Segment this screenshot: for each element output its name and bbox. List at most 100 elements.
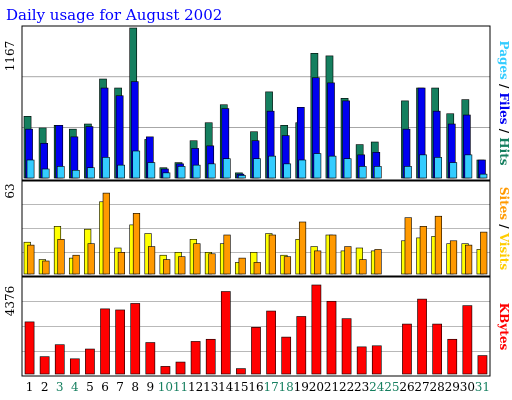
day-label-26: 26: [399, 380, 414, 394]
bar-sites-day-13: [208, 253, 216, 275]
day-label-4: 4: [71, 380, 79, 394]
day-label-14: 14: [218, 380, 234, 394]
bar-sites-day-24: [374, 249, 382, 275]
bar-kbytes-day-17: [266, 310, 276, 375]
bar-kbytes-day-15: [236, 368, 246, 375]
bar-pages-day-14: [222, 158, 231, 179]
day-label-12: 12: [188, 380, 203, 394]
panel-frames: [21, 25, 491, 377]
ymax-label-visits-sites: 63: [3, 183, 17, 198]
bar-sites-day-8: [132, 213, 141, 275]
bar-sites-day-23: [359, 259, 367, 275]
bar-pages-day-6: [102, 157, 110, 179]
bar-kbytes-day-9: [145, 342, 156, 375]
chart-bars: [23, 27, 488, 375]
day-label-18: 18: [279, 380, 294, 394]
day-label-30: 30: [460, 380, 475, 394]
bar-kbytes-day-31: [477, 355, 488, 375]
day-label-21: 21: [324, 380, 339, 394]
bar-sites-day-19: [298, 221, 307, 275]
bar-sites-day-29: [449, 240, 458, 275]
bar-sites-day-7: [117, 252, 125, 275]
bar-sites-day-22: [344, 246, 352, 275]
side-label-top: Pages / Files / Hits: [497, 41, 511, 166]
bar-sites-day-20: [314, 250, 322, 275]
bar-kbytes-day-6: [100, 308, 110, 375]
bar-sites-day-6: [102, 192, 110, 275]
bar-sites-day-17: [268, 234, 276, 275]
bar-pages-day-19: [298, 159, 307, 179]
bar-sites-day-26: [404, 217, 412, 275]
bar-kbytes-day-20: [311, 284, 322, 375]
day-label-25: 25: [384, 380, 399, 394]
day-label-7: 7: [116, 380, 124, 394]
bar-pages-day-27: [419, 154, 427, 179]
day-label-16: 16: [248, 380, 263, 394]
bar-sites-day-11: [178, 256, 186, 275]
bar-pages-day-31: [479, 173, 488, 179]
side-label-bottom: KBytes: [497, 303, 511, 351]
day-label-17: 17: [263, 380, 278, 394]
bar-pages-day-4: [72, 169, 80, 179]
day-label-9: 9: [147, 380, 155, 394]
bar-kbytes-day-12: [190, 341, 201, 375]
bar-sites-day-27: [419, 226, 427, 275]
side-label-part: Visits: [497, 232, 511, 271]
bar-kbytes-day-3: [54, 344, 65, 375]
bar-kbytes-day-4: [69, 358, 80, 375]
bar-pages-day-18: [283, 163, 292, 179]
bar-sites-day-2: [42, 260, 50, 275]
bar-kbytes-day-14: [220, 291, 231, 375]
bar-kbytes-day-29: [447, 338, 458, 375]
ymax-label-kbytes: 4376: [3, 286, 17, 317]
bar-pages-day-2: [41, 168, 50, 179]
bar-pages-day-16: [253, 158, 261, 179]
side-label-part: /: [497, 125, 511, 138]
bar-pages-day-28: [434, 157, 443, 179]
bar-sites-day-31: [480, 231, 488, 275]
bar-kbytes-day-21: [326, 300, 337, 375]
side-label-part: Hits: [497, 137, 511, 165]
bar-pages-day-3: [56, 166, 65, 179]
bar-pages-day-17: [268, 155, 276, 179]
bar-pages-day-1: [26, 159, 35, 179]
bar-sites-day-30: [465, 244, 473, 275]
side-label-part: KBytes: [497, 303, 511, 351]
bar-sites-day-5: [87, 243, 95, 275]
bar-kbytes-day-23: [356, 346, 367, 375]
bar-sites-day-14: [223, 234, 231, 275]
chart-title: Daily usage for August 2002: [6, 6, 222, 24]
bar-sites-day-16: [253, 262, 261, 275]
day-label-2: 2: [41, 380, 49, 394]
bar-sites-day-10: [163, 259, 171, 275]
bar-kbytes-day-28: [432, 323, 443, 375]
bar-sites-day-21: [329, 234, 337, 275]
side-label-part: /: [497, 220, 511, 233]
bar-kbytes-day-2: [39, 356, 50, 375]
bar-pages-day-23: [358, 166, 367, 179]
bar-sites-day-1: [27, 244, 35, 275]
bar-sites-day-28: [434, 215, 443, 275]
side-label-part: /: [497, 80, 511, 93]
bar-pages-day-29: [449, 162, 458, 179]
bar-sites-day-18: [283, 256, 292, 275]
bar-kbytes-day-7: [115, 309, 125, 375]
day-label-29: 29: [445, 380, 460, 394]
day-label-11: 11: [173, 380, 188, 394]
bar-sites-day-12: [193, 243, 201, 275]
bar-pages-day-12: [192, 164, 201, 179]
bar-kbytes-day-18: [281, 336, 292, 375]
bar-pages-day-30: [464, 154, 473, 179]
day-label-3: 3: [56, 380, 64, 394]
day-label-28: 28: [430, 380, 445, 394]
side-label-middle: Sites / Visits: [497, 187, 511, 270]
day-label-24: 24: [369, 380, 385, 394]
day-label-1: 1: [26, 380, 34, 394]
bar-sites-day-3: [57, 239, 65, 275]
day-label-8: 8: [131, 380, 139, 394]
day-label-10: 10: [158, 380, 173, 394]
bar-sites-day-15: [238, 257, 246, 275]
bar-kbytes-day-22: [341, 318, 352, 375]
day-label-20: 20: [309, 380, 324, 394]
